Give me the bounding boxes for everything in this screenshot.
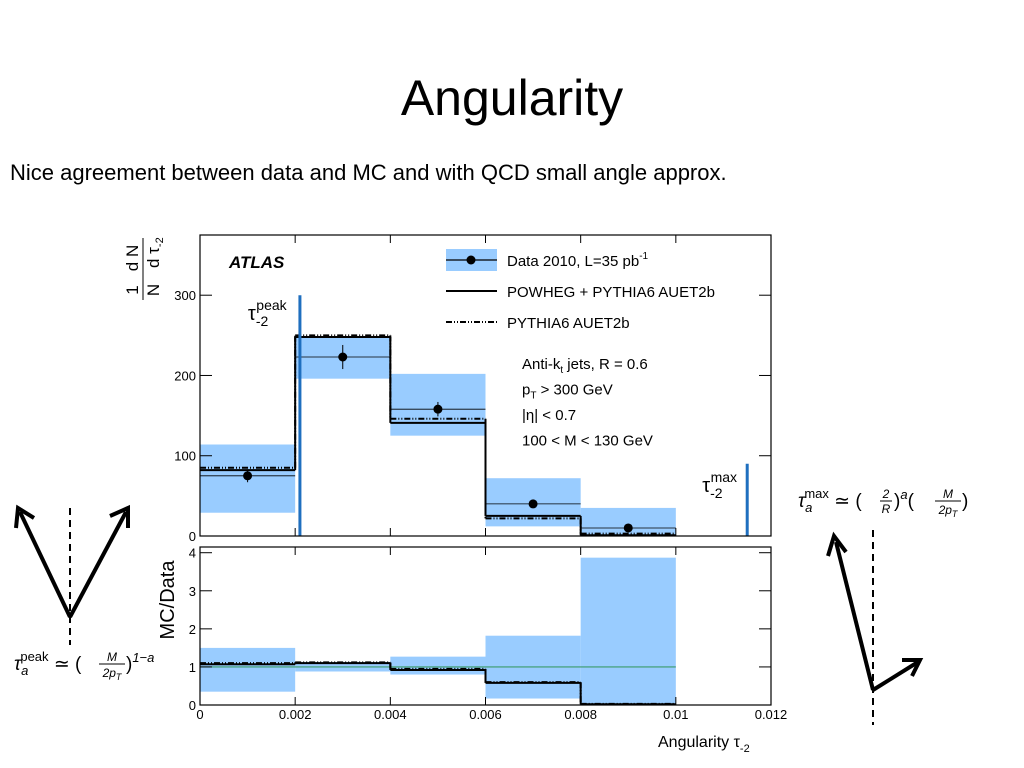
marker-label-part: τ — [702, 475, 710, 497]
note: |η| < 0.7 — [522, 407, 576, 424]
formula-part: R — [882, 502, 891, 516]
slide-subtitle: Nice agreement between data and MC and w… — [10, 160, 727, 185]
formula-right: τamax ≃ ( — [798, 486, 862, 515]
legend-label: Data 2010, L=35 pb-1 — [507, 251, 649, 270]
data-point — [243, 471, 253, 481]
formula-part: ≃ ( — [49, 654, 82, 675]
right-diagram — [826, 530, 924, 725]
left-diagram — [14, 504, 130, 645]
formula-part: max — [804, 486, 829, 501]
formula-left: τapeak ≃ ( — [14, 649, 82, 678]
plot-frame — [199, 546, 772, 706]
data-point — [528, 499, 538, 509]
note-part: T — [530, 391, 536, 402]
marker-label-part: -2 — [710, 485, 723, 501]
axis-title-part: d τ — [144, 247, 163, 268]
marker-label-part: -2 — [256, 313, 269, 329]
axis-title-part: 1 — [123, 285, 142, 294]
formula-part: )1−a — [126, 650, 154, 675]
y-axis-title: 1 d N N d τ-2 — [123, 237, 166, 300]
data-point — [433, 404, 443, 414]
y-tick-label: 300 — [174, 288, 196, 303]
x-tick-label: 0.004 — [374, 707, 407, 722]
y-tick-label: 200 — [174, 368, 196, 383]
note: 100 < M < 130 GeV — [522, 433, 653, 450]
axis-title-part: N — [144, 284, 163, 296]
legend-label-part: -1 — [639, 251, 648, 262]
note-part: p — [522, 382, 530, 399]
formula-part: M — [107, 650, 117, 664]
note-part: |η| < 0.7 — [522, 407, 576, 424]
formula-part: 2 — [882, 487, 890, 501]
formula-part: 2pT — [938, 503, 959, 519]
legend-label-part: Data 2010, L=35 pb — [507, 253, 639, 270]
x-tick-label: 0.002 — [279, 707, 312, 722]
marker-label-part: τ — [248, 303, 256, 325]
x-tick-label: 0.01 — [663, 707, 688, 722]
ratio-axis-title: MC/Data — [157, 560, 179, 640]
y-tick-label: 1 — [189, 660, 196, 675]
y-tick-label: 4 — [189, 546, 196, 561]
formula-part: ) — [894, 491, 900, 512]
marker-label-part: max — [711, 469, 737, 485]
note-part: 100 < M < 130 GeV — [522, 433, 653, 450]
plot-frame — [199, 234, 772, 537]
x-tick-label: 0.008 — [564, 707, 597, 722]
formula-part: 2p — [938, 503, 953, 517]
axis-title-part: -2 — [154, 237, 166, 247]
formula-part: 2pT — [102, 666, 123, 682]
formula-part: 2p — [102, 666, 117, 680]
uncertainty-band — [390, 656, 486, 675]
formula-part: T — [952, 509, 959, 519]
data-point — [338, 352, 348, 362]
slide-title: Angularity — [401, 70, 623, 126]
data-point — [623, 523, 633, 533]
formula-part: a — [805, 500, 812, 515]
experiment-label: ATLAS — [228, 253, 285, 272]
formula-part: a — [21, 663, 28, 678]
formula-part: a — [900, 487, 907, 502]
note: pT > 300 GeV — [522, 382, 613, 402]
legend-label: PYTHIA6 AUET2b — [507, 315, 630, 332]
formula-part: ) — [962, 491, 968, 512]
axis-title-part: -2 — [740, 743, 750, 755]
axis-title-part: d τ-2 — [144, 237, 166, 268]
axis-title-part: d N — [123, 245, 142, 271]
formula-part: 1−a — [132, 650, 154, 665]
formula-part: M — [943, 487, 953, 501]
uncertainty-band — [580, 557, 676, 705]
formula-part: ≃ ( — [829, 491, 862, 512]
y-tick-label: 0 — [189, 698, 196, 713]
x-tick-label: 0 — [196, 707, 203, 722]
note-part: Anti-k — [522, 356, 561, 373]
y-tick-label: 2 — [189, 622, 196, 637]
formula-part: τ — [798, 491, 807, 512]
formula-part: T — [116, 672, 123, 682]
note: Anti-kt jets, R = 0.6 — [522, 356, 648, 376]
y-tick-label: 100 — [174, 449, 196, 464]
y-tick-label: 3 — [189, 584, 196, 599]
marker-label-part: peak — [256, 297, 287, 313]
formula-part: peak — [20, 649, 49, 664]
marker-label: τ-2peak — [248, 297, 288, 329]
legend-swatch — [466, 255, 476, 265]
note-part: t — [560, 365, 563, 376]
formula-part: ) — [126, 654, 132, 675]
panel: 0 1 2 3 4 0 0.002 0.004 0.006 0.008 0.01 0.012 — [189, 546, 788, 722]
uncertainty-band — [200, 647, 296, 692]
legend-label: POWHEG + PYTHIA6 AUET2b — [507, 284, 715, 301]
x-tick-label: 0.006 — [469, 707, 502, 722]
y-tick-label: 0 — [189, 529, 196, 544]
marker-label: τ-2max — [702, 469, 737, 501]
formula-part: ( — [908, 491, 915, 512]
x-axis-title: Angularity τ-2 — [658, 734, 750, 755]
note-part: jets, R = 0.6 — [563, 356, 648, 373]
note-part: > 300 GeV — [536, 382, 612, 399]
formula-part: τ — [14, 654, 23, 675]
x-tick-label: 0.012 — [755, 707, 788, 722]
axis-title-part: Angularity τ — [658, 734, 741, 751]
formula-right-2: )a( — [894, 487, 915, 512]
